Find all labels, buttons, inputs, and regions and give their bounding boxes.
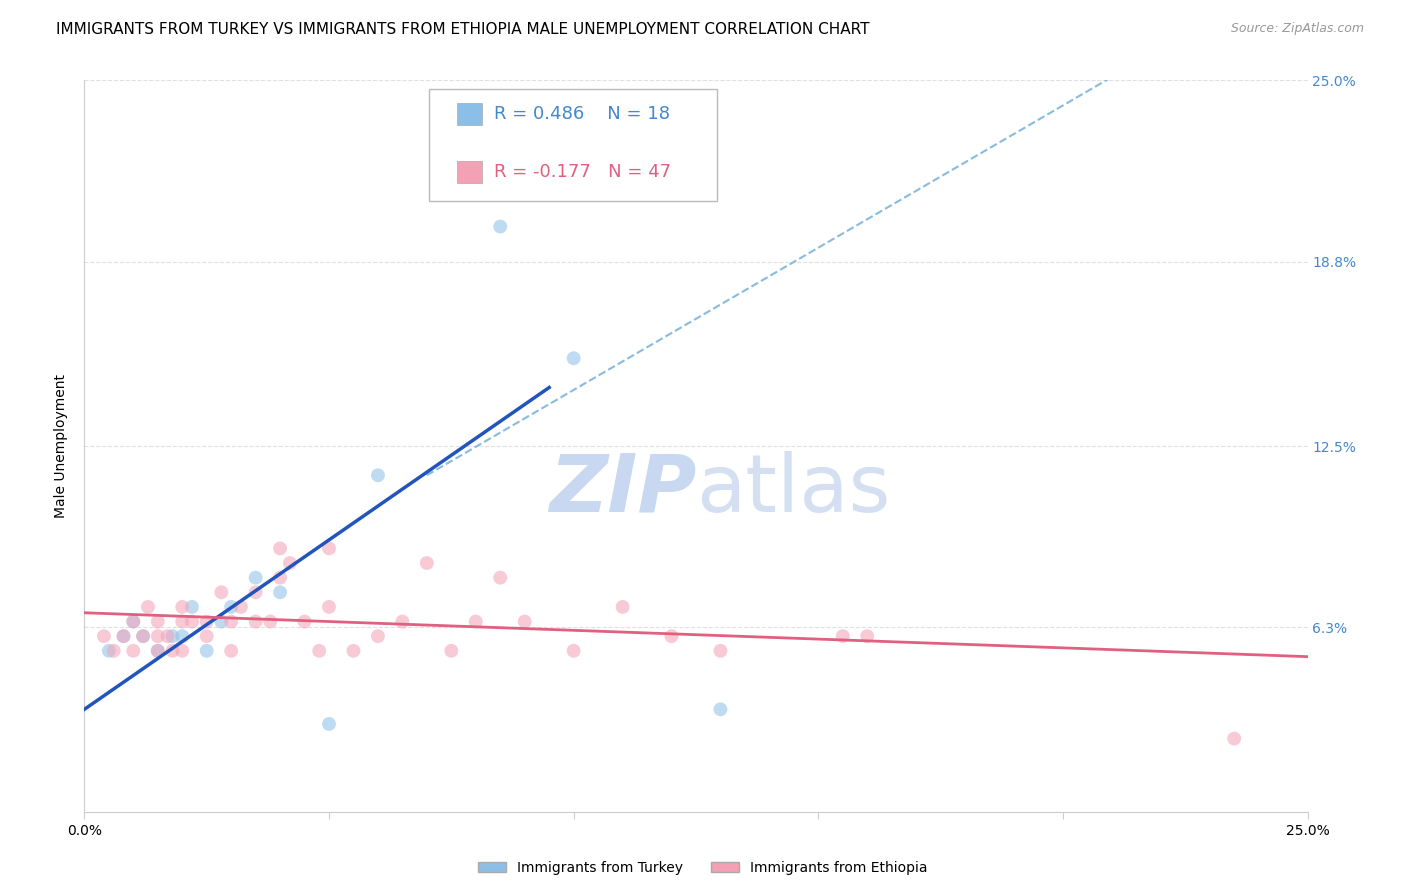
- Point: [489, 571, 512, 585]
- Point: [489, 219, 512, 234]
- Point: [259, 615, 281, 629]
- Point: [562, 351, 585, 366]
- Point: [112, 629, 135, 643]
- Text: R = -0.177   N = 47: R = -0.177 N = 47: [494, 163, 671, 181]
- Point: [709, 644, 731, 658]
- Point: [172, 599, 194, 614]
- Y-axis label: Male Unemployment: Male Unemployment: [55, 374, 69, 518]
- Point: [97, 644, 120, 658]
- Point: [245, 571, 267, 585]
- Point: [245, 615, 267, 629]
- Point: [269, 541, 291, 556]
- Point: [136, 599, 159, 614]
- Point: [209, 585, 232, 599]
- Point: [416, 556, 439, 570]
- Point: [122, 644, 145, 658]
- Text: Source: ZipAtlas.com: Source: ZipAtlas.com: [1230, 22, 1364, 36]
- Point: [122, 615, 145, 629]
- Legend: Immigrants from Turkey, Immigrants from Ethiopia: Immigrants from Turkey, Immigrants from …: [472, 855, 934, 880]
- Point: [195, 644, 218, 658]
- Point: [146, 615, 169, 629]
- Point: [318, 599, 340, 614]
- Text: atlas: atlas: [696, 450, 890, 529]
- Point: [146, 629, 169, 643]
- Point: [562, 644, 585, 658]
- Point: [112, 629, 135, 643]
- Point: [172, 615, 194, 629]
- Point: [464, 615, 486, 629]
- Point: [229, 599, 252, 614]
- Point: [146, 644, 169, 658]
- Point: [219, 599, 242, 614]
- Point: [172, 644, 194, 658]
- Point: [308, 644, 330, 658]
- Text: R = 0.486    N = 18: R = 0.486 N = 18: [494, 105, 669, 123]
- Point: [172, 629, 194, 643]
- Point: [195, 629, 218, 643]
- Point: [245, 585, 267, 599]
- Point: [513, 615, 536, 629]
- Point: [181, 599, 204, 614]
- Point: [162, 644, 184, 658]
- Point: [132, 629, 155, 643]
- Point: [367, 629, 389, 643]
- Point: [661, 629, 683, 643]
- Point: [1223, 731, 1246, 746]
- Point: [831, 629, 853, 643]
- Point: [122, 615, 145, 629]
- Point: [318, 717, 340, 731]
- Point: [219, 644, 242, 658]
- Point: [269, 571, 291, 585]
- Point: [93, 629, 115, 643]
- Point: [342, 644, 364, 658]
- Point: [219, 615, 242, 629]
- Point: [181, 615, 204, 629]
- Point: [269, 585, 291, 599]
- Point: [278, 556, 301, 570]
- Point: [103, 644, 125, 658]
- Point: [294, 615, 316, 629]
- Point: [132, 629, 155, 643]
- Point: [709, 702, 731, 716]
- Point: [367, 468, 389, 483]
- Text: IMMIGRANTS FROM TURKEY VS IMMIGRANTS FROM ETHIOPIA MALE UNEMPLOYMENT CORRELATION: IMMIGRANTS FROM TURKEY VS IMMIGRANTS FRO…: [56, 22, 870, 37]
- Point: [391, 615, 413, 629]
- Point: [146, 644, 169, 658]
- Point: [195, 615, 218, 629]
- Point: [856, 629, 879, 643]
- Point: [612, 599, 634, 614]
- Point: [156, 629, 179, 643]
- Text: ZIP: ZIP: [548, 450, 696, 529]
- Point: [162, 629, 184, 643]
- Point: [209, 615, 232, 629]
- Point: [440, 644, 463, 658]
- Point: [318, 541, 340, 556]
